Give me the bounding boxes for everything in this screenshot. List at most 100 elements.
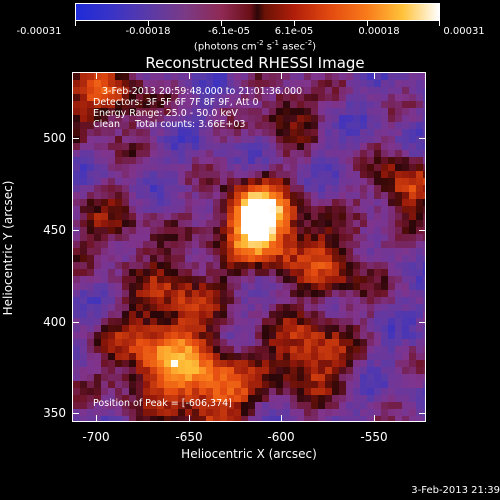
heatmap-pixel — [157, 87, 164, 94]
heatmap-pixel — [241, 129, 248, 136]
heatmap-pixel — [248, 276, 255, 283]
heatmap-pixel — [206, 87, 213, 94]
heatmap-pixel — [143, 241, 150, 248]
heatmap-pixel — [143, 402, 150, 409]
heatmap-pixel — [178, 122, 185, 129]
heatmap-pixel — [157, 339, 164, 346]
heatmap-pixel — [269, 213, 276, 220]
heatmap-pixel — [164, 164, 171, 171]
heatmap-pixel — [395, 360, 402, 367]
heatmap-pixel — [353, 171, 360, 178]
heatmap-pixel — [87, 101, 94, 108]
heatmap-pixel — [325, 171, 332, 178]
heatmap-pixel — [409, 206, 416, 213]
heatmap-pixel — [178, 325, 185, 332]
heatmap-pixel — [136, 325, 143, 332]
heatmap-pixel — [416, 388, 423, 395]
heatmap-pixel — [213, 157, 220, 164]
info-time-range: 3-Feb-2013 20:59:48.000 to 21:01:36.000 — [102, 86, 303, 97]
heatmap-pixel — [164, 395, 171, 402]
heatmap-pixel — [255, 150, 262, 157]
heatmap-pixel — [339, 227, 346, 234]
heatmap-pixel — [248, 227, 255, 234]
x-tick-label: -600 — [267, 430, 295, 444]
heatmap-pixel — [115, 332, 122, 339]
heatmap-pixel — [234, 346, 241, 353]
heatmap-pixel — [423, 402, 425, 409]
heatmap-pixel — [73, 115, 80, 122]
heatmap-pixel — [283, 157, 290, 164]
heatmap-pixel — [129, 101, 136, 108]
heatmap-pixel — [241, 164, 248, 171]
heatmap-pixel — [395, 227, 402, 234]
heatmap-pixel — [423, 199, 425, 206]
heatmap-pixel — [199, 262, 206, 269]
heatmap-pixel — [94, 374, 101, 381]
heatmap-pixel — [157, 332, 164, 339]
y-tick-label: 500 — [43, 131, 66, 145]
heatmap-pixel — [234, 367, 241, 374]
heatmap-pixel — [94, 304, 101, 311]
heatmap-pixel — [220, 388, 227, 395]
heatmap-pixel — [332, 304, 339, 311]
heatmap-pixel — [262, 381, 269, 388]
heatmap-pixel — [283, 276, 290, 283]
heatmap-pixel — [276, 157, 283, 164]
heatmap-pixel — [192, 136, 199, 143]
heatmap-pixel — [297, 262, 304, 269]
heatmap-pixel — [164, 255, 171, 262]
heatmap-pixel — [178, 416, 185, 421]
heatmap-pixel — [395, 136, 402, 143]
heatmap-pixel — [185, 115, 192, 122]
heatmap-pixel — [136, 129, 143, 136]
heatmap-pixel — [213, 108, 220, 115]
heatmap-pixel — [409, 227, 416, 234]
heatmap-pixel — [241, 360, 248, 367]
heatmap-pixel — [395, 220, 402, 227]
heatmap-pixel — [143, 367, 150, 374]
heatmap-pixel — [395, 374, 402, 381]
heatmap-pixel — [416, 241, 423, 248]
heatmap-pixel — [178, 353, 185, 360]
heatmap-pixel — [171, 192, 178, 199]
heatmap-pixel — [255, 192, 262, 199]
heatmap-pixel — [318, 178, 325, 185]
heatmap-pixel — [297, 283, 304, 290]
heatmap-pixel — [276, 220, 283, 227]
heatmap-pixel — [262, 395, 269, 402]
heatmap-pixel — [346, 108, 353, 115]
heatmap-pixel — [108, 374, 115, 381]
heatmap-pixel — [346, 87, 353, 94]
heatmap-pixel — [115, 87, 122, 94]
heatmap-pixel — [80, 150, 87, 157]
heatmap-pixel — [248, 150, 255, 157]
heatmap-pixel — [262, 318, 269, 325]
heatmap-pixel — [171, 206, 178, 213]
heatmap-pixel — [374, 353, 381, 360]
heatmap-pixel — [178, 108, 185, 115]
plot-timestamp: 3-Feb-2013 21:39 — [411, 485, 500, 496]
heatmap-pixel — [213, 409, 220, 416]
heatmap-pixel — [409, 122, 416, 129]
heatmap-pixel — [185, 101, 192, 108]
heatmap-pixel — [304, 248, 311, 255]
heatmap-pixel — [416, 416, 423, 421]
heatmap-pixel — [171, 157, 178, 164]
heatmap-pixel — [423, 171, 425, 178]
heatmap-pixel — [374, 157, 381, 164]
heatmap-pixel — [94, 150, 101, 157]
heatmap-pixel — [129, 73, 136, 80]
heatmap-pixel — [122, 73, 129, 80]
heatmap-pixel — [283, 73, 290, 80]
heatmap-pixel — [150, 255, 157, 262]
heatmap-pixel — [367, 346, 374, 353]
heatmap-pixel — [255, 157, 262, 164]
heatmap-pixel — [199, 157, 206, 164]
heatmap-pixel — [409, 157, 416, 164]
heatmap-pixel — [423, 325, 425, 332]
heatmap-pixel — [248, 87, 255, 94]
heatmap-pixel — [185, 360, 192, 367]
heatmap-pixel — [101, 87, 108, 94]
heatmap-pixel — [248, 290, 255, 297]
heatmap-pixel — [332, 178, 339, 185]
